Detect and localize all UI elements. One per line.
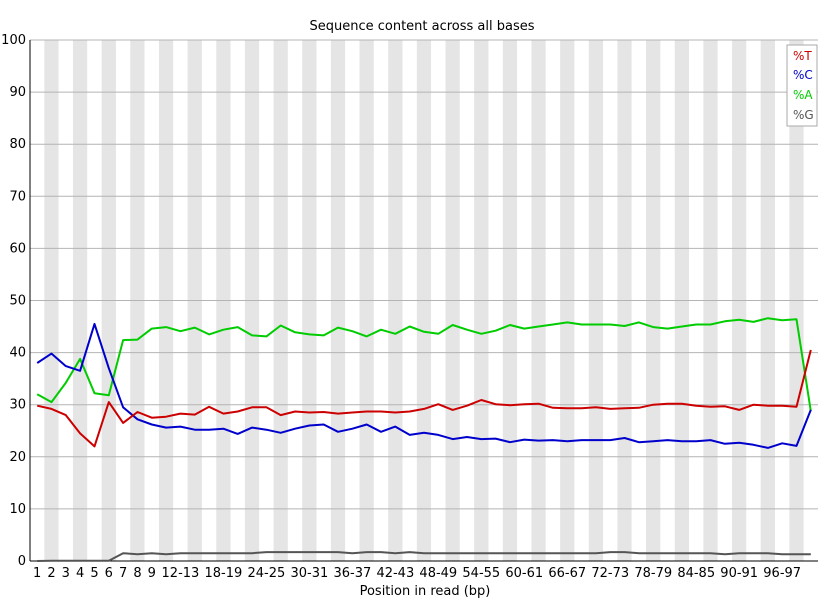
x-tick-label: 9: [148, 566, 156, 581]
x-tick-label: 5: [90, 566, 98, 581]
x-tick-labels: 1 2 3 4 5 6 7 8 9 12-13 18-19 24-25 30-31 36-37 42-43 4…: [33, 566, 801, 581]
y-tick-label: 90: [9, 85, 26, 100]
series-lines: [36, 317, 812, 562]
x-tick-label: 42-43: [376, 566, 414, 581]
x-tick-label: 4: [76, 566, 84, 581]
y-tick-labels: 0 10 20 30 40 50 60 70 80 90 100: [1, 33, 26, 569]
x-tick-label: 2: [47, 566, 55, 581]
x-tick-label: 3: [62, 566, 70, 581]
alternating-bands: [30, 40, 818, 561]
x-tick-label: 90-91: [720, 566, 758, 581]
x-tick-label: 48-49: [419, 566, 457, 581]
legend-box: [786, 44, 818, 127]
x-tick-label: 6: [105, 566, 113, 581]
x-tick-label: 1: [33, 566, 41, 581]
y-tick-label: 40: [9, 346, 26, 361]
x-axis-label: Position in read (bp): [360, 584, 491, 599]
y-tick-label: 30: [9, 398, 26, 413]
series-line-g: [37, 551, 811, 562]
x-tick-label: 18-19: [205, 566, 243, 581]
x-tick-label: 72-73: [591, 566, 629, 581]
legend-entry-c: %C: [793, 68, 813, 82]
x-tick-label: 8: [133, 566, 141, 581]
x-tick-label: 7: [119, 566, 127, 581]
x-tick-label: 12-13: [162, 566, 200, 581]
y-tick-label: 20: [9, 450, 26, 465]
series-line-c: [36, 322, 812, 449]
x-tick-label: 66-67: [548, 566, 586, 581]
x-tick-label: 30-31: [290, 566, 328, 581]
y-tick-label: 70: [9, 189, 26, 204]
legend-entry-g: %G: [793, 108, 814, 122]
legend-entry-a: %A: [793, 88, 813, 102]
series-line-a: [36, 317, 812, 412]
x-tick-label: 54-55: [462, 566, 500, 581]
series-line-t: [36, 349, 812, 448]
y-tick-label: 50: [9, 294, 26, 309]
x-tick-label: 78-79: [634, 566, 672, 581]
horizontal-gridlines: [30, 39, 818, 510]
y-tick-label: 80: [9, 137, 26, 152]
x-tick-label: 24-25: [248, 566, 286, 581]
x-tick-label: 36-37: [333, 566, 371, 581]
y-tick-label: 60: [9, 241, 26, 256]
x-tick-label: 96-97: [763, 566, 801, 581]
x-tick-label: 60-61: [505, 566, 543, 581]
y-tick-label: 10: [9, 502, 26, 517]
legend: %T %C %A %G: [786, 44, 818, 127]
y-tick-label: 100: [1, 33, 26, 48]
legend-entry-t: %T: [793, 49, 812, 63]
y-tick-label: 0: [18, 554, 26, 569]
chart-title: Sequence content across all bases: [309, 19, 534, 34]
x-tick-label: 84-85: [677, 566, 715, 581]
